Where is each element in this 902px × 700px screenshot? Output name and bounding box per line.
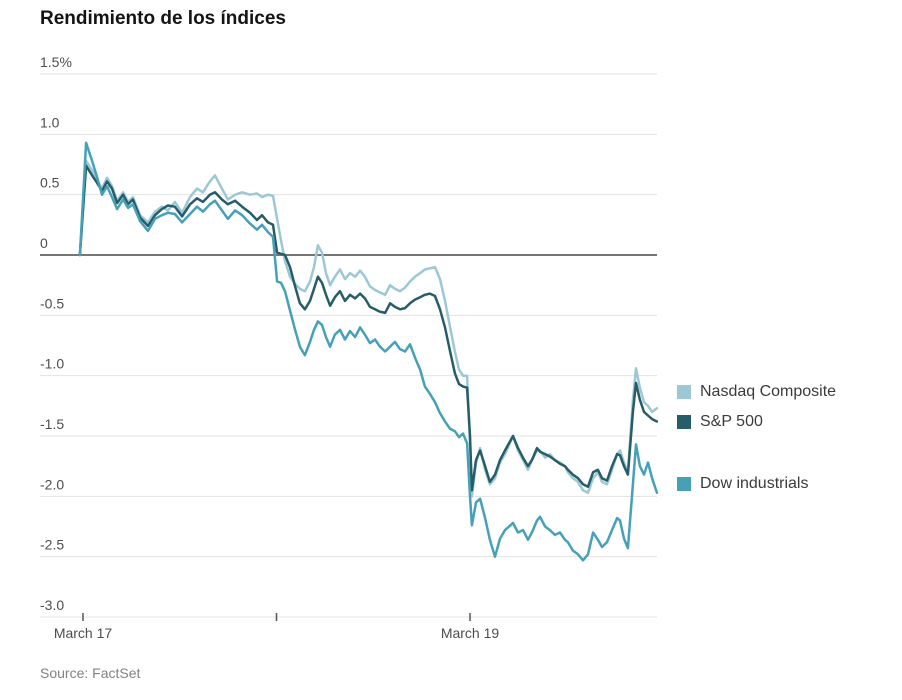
chart-title: Rendimiento de los índices <box>40 8 286 29</box>
y-axis-tick-label: -2.0 <box>40 476 64 492</box>
source-attribution: Source: FactSet <box>40 665 141 681</box>
legend-label: Nasdaq Composite <box>700 383 837 400</box>
y-axis-tick-label: -2.5 <box>40 537 64 553</box>
y-axis-tick-label: 0.5 <box>40 175 60 191</box>
y-axis-tick-label: -3.0 <box>40 597 64 613</box>
y-axis-tick-label: -1.5 <box>40 416 64 432</box>
legend-item-nasdaq-composite: Nasdaq Composite <box>677 383 836 401</box>
legend-label: S&P 500 <box>700 413 763 430</box>
y-axis-tick-label: 1.5% <box>40 54 72 70</box>
y-axis-tick-label: -1.0 <box>40 356 64 372</box>
y-axis-tick-label: -0.5 <box>40 295 64 311</box>
x-axis-tick-label: March 19 <box>441 625 500 641</box>
legend-swatch-icon <box>677 415 691 429</box>
legend-item-s-p-500: S&P 500 <box>677 413 763 431</box>
legend-swatch-icon <box>677 477 691 491</box>
y-axis-tick-label: 1.0 <box>40 114 60 130</box>
series-line-s-p-500 <box>78 164 659 492</box>
x-axis-tick-label: March 17 <box>54 625 113 641</box>
series-line-dow-industrials <box>78 141 659 562</box>
series-line-nasdaq-composite <box>78 159 659 498</box>
legend-swatch-icon <box>677 385 691 399</box>
legend-label: Dow industrials <box>700 475 809 492</box>
y-axis-tick-label: 0 <box>40 235 48 251</box>
legend-item-dow-industrials: Dow industrials <box>677 475 808 493</box>
